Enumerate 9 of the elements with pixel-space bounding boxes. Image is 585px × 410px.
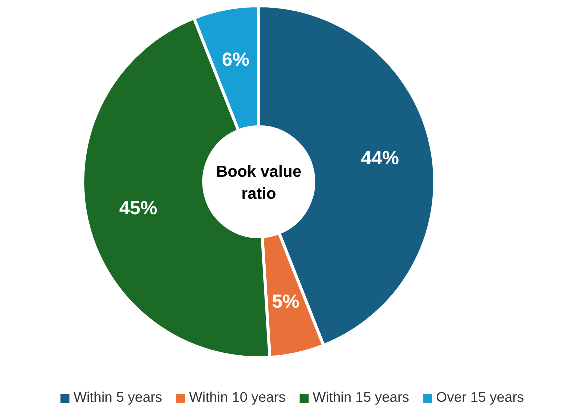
data-label: 44% <box>361 148 400 170</box>
legend-label: Over 15 years <box>436 389 524 405</box>
data-label: 6% <box>222 50 250 72</box>
legend-label: Within 15 years <box>312 389 410 405</box>
data-label: 5% <box>272 292 300 314</box>
data-label: 45% <box>119 198 158 220</box>
legend-label: Within 5 years <box>74 389 162 405</box>
legend-label: Within 10 years <box>189 389 286 405</box>
text: Book value ratio <box>216 164 302 203</box>
